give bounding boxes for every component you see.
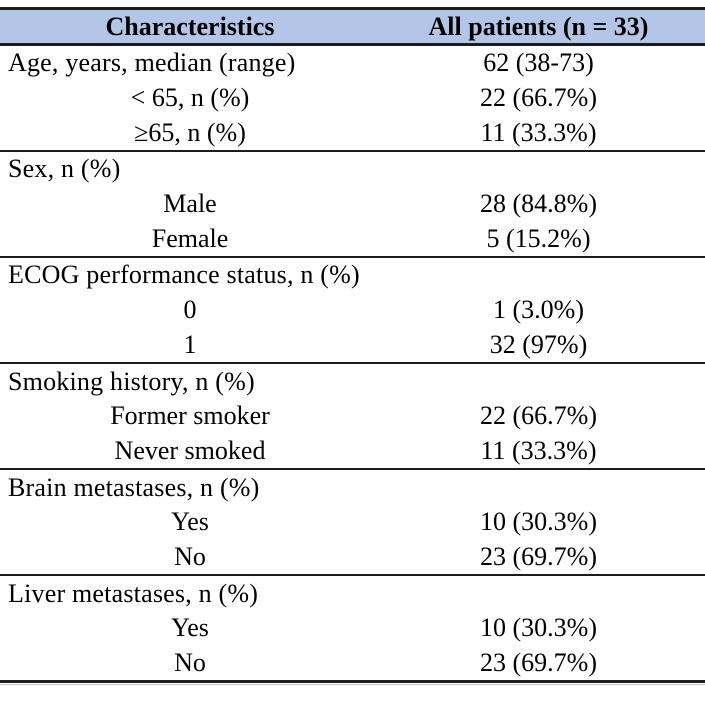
row-label: Female (151, 223, 229, 253)
bottom-rule-shadow (0, 684, 705, 686)
row-value: 62 (38-73) (483, 48, 594, 78)
row-label: ECOG performance status, n (%) (8, 260, 360, 290)
row-value: 22 (66.7%) (480, 83, 597, 113)
table-row: Smoking history, n (%) (0, 364, 705, 399)
row-value: 23 (69.7%) (480, 648, 597, 678)
table-row: < 65, n (%) 22 (66.7%) (0, 81, 705, 116)
header-all-patients: All patients (n = 33) (428, 11, 649, 41)
row-value: 28 (84.8%) (480, 189, 597, 219)
row-value: 11 (33.3%) (480, 117, 597, 147)
row-label: 0 (183, 295, 197, 325)
section-ecog: ECOG performance status, n (%) 0 1 (3.0%… (0, 256, 705, 362)
header-characteristics: Characteristics (105, 11, 275, 41)
row-label: 1 (183, 329, 197, 359)
row-label: Liver metastases, n (%) (8, 578, 259, 608)
section-smoking: Smoking history, n (%) Former smoker 22 … (0, 362, 705, 468)
table-row: Female 5 (15.2%) (0, 221, 705, 256)
row-value: 32 (97%) (489, 329, 588, 359)
section-age: Age, years, median (range) 62 (38-73) < … (0, 46, 705, 150)
row-label: Never smoked (114, 435, 266, 465)
row-value: 10 (30.3%) (480, 507, 597, 537)
table-row: Former smoker 22 (66.7%) (0, 399, 705, 434)
row-label: Former smoker (110, 401, 270, 431)
row-value: 11 (33.3%) (480, 435, 597, 465)
table-row: 0 1 (3.0%) (0, 293, 705, 328)
row-label: No (174, 541, 206, 571)
table-row: ≥65, n (%) 11 (33.3%) (0, 115, 705, 150)
row-label: Brain metastases, n (%) (8, 472, 260, 502)
table-row: 1 32 (97%) (0, 328, 705, 363)
row-label: < 65, n (%) (130, 83, 250, 113)
row-value: 22 (66.7%) (480, 401, 597, 431)
section-brain-metastases: Brain metastases, n (%) Yes 10 (30.3%) N… (0, 468, 705, 574)
table-row: Liver metastases, n (%) (0, 576, 705, 611)
patient-characteristics-table: Characteristics All patients (n = 33) Ag… (0, 7, 705, 684)
table-row: Never smoked 11 (33.3%) (0, 434, 705, 469)
table-row: Yes 10 (30.3%) (0, 505, 705, 540)
table-row: Brain metastases, n (%) (0, 470, 705, 505)
section-liver-metastases: Liver metastases, n (%) Yes 10 (30.3%) N… (0, 574, 705, 680)
row-label: Smoking history, n (%) (8, 366, 255, 396)
table-row: Male 28 (84.8%) (0, 187, 705, 222)
table-header-row: Characteristics All patients (n = 33) (0, 10, 705, 46)
table-row: No 23 (69.7%) (0, 646, 705, 681)
section-sex: Sex, n (%) Male 28 (84.8%) Female 5 (15.… (0, 150, 705, 256)
table-row: Age, years, median (range) 62 (38-73) (0, 46, 705, 81)
table-row: ECOG performance status, n (%) (0, 258, 705, 293)
table-row: No 23 (69.7%) (0, 540, 705, 575)
table-row: Yes 10 (30.3%) (0, 611, 705, 646)
row-value: 1 (3.0%) (493, 295, 584, 325)
row-value: 23 (69.7%) (480, 541, 597, 571)
row-label: No (174, 648, 206, 678)
row-value: 10 (30.3%) (480, 613, 597, 643)
row-label: Sex, n (%) (8, 154, 121, 184)
row-label: ≥65, n (%) (134, 117, 246, 147)
row-label: Yes (171, 613, 209, 643)
row-label: Yes (171, 507, 209, 537)
row-label: Male (163, 189, 217, 219)
row-value: 5 (15.2%) (486, 223, 591, 253)
table-row: Sex, n (%) (0, 152, 705, 187)
row-label: Age, years, median (range) (8, 48, 296, 78)
